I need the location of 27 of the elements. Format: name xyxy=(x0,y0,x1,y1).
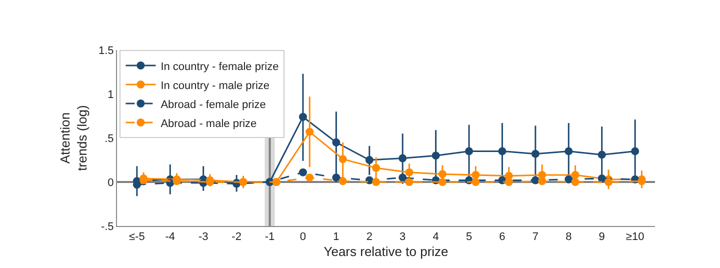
y-tick-label: 1 xyxy=(108,88,114,101)
legend-label: In country - female prize xyxy=(160,60,279,73)
legend-label: Abroad - female prize xyxy=(160,98,266,111)
x-tick-label: 3 xyxy=(400,231,406,244)
x-tick-label: ≤-5 xyxy=(129,231,145,244)
x-tick-label: 5 xyxy=(466,231,472,244)
legend-label: Abroad - male prize xyxy=(160,118,257,130)
x-tick-label: 1 xyxy=(333,231,340,244)
y-axis-title: Attention trends (log) xyxy=(58,105,90,171)
x-tick-label: 9 xyxy=(598,231,605,244)
x-tick-label: 4 xyxy=(432,231,439,244)
y-tick-label: 1.5 xyxy=(98,44,114,57)
x-tick-label: 0 xyxy=(300,231,306,244)
y-tick-label: .5 xyxy=(104,132,114,145)
x-tick-label: 7 xyxy=(532,231,539,244)
x-tick-label: 8 xyxy=(566,231,572,244)
x-tick-label: -3 xyxy=(198,231,208,244)
x-tick-label: ≥10 xyxy=(626,231,644,244)
x-tick-label: 2 xyxy=(366,231,372,244)
y-tick-label: -.5 xyxy=(100,220,114,233)
y-tick-label: 0 xyxy=(108,176,114,189)
legend-label: In country - male prize xyxy=(160,80,270,92)
x-axis-title: Years relative to prize xyxy=(324,244,448,259)
x-tick-label: -4 xyxy=(165,231,176,244)
x-tick-label: -2 xyxy=(232,231,242,244)
x-tick-label: -1 xyxy=(264,231,275,244)
x-tick-label: 6 xyxy=(499,231,506,244)
